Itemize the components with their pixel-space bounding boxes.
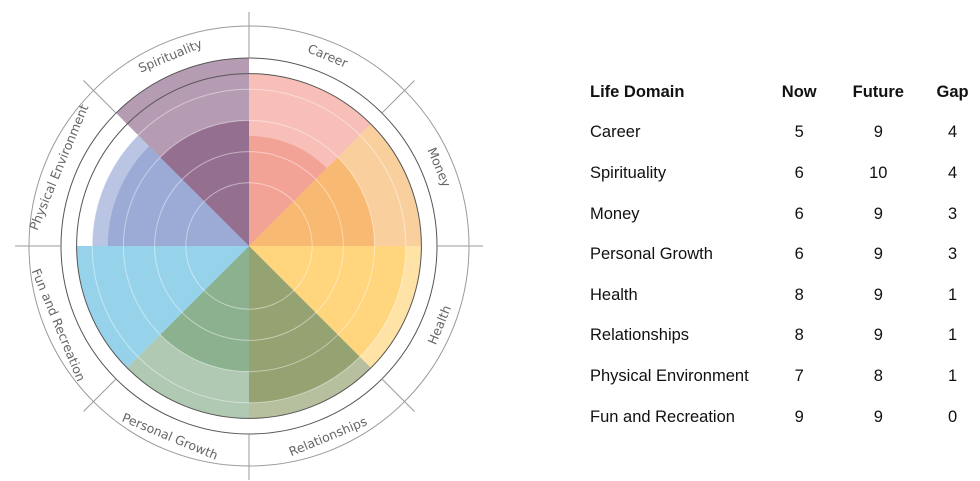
now-wedge-personal-growth [160, 246, 249, 372]
cell-future: 9 [873, 285, 883, 304]
cell-gap: 4 [947, 163, 958, 182]
segment-divider [83, 378, 117, 412]
cell-future: 9 [873, 204, 883, 223]
cell-now: 9 [794, 407, 804, 426]
life-domain-table: Life Domain Now Future Gap Career 5 9 4 … [584, 72, 980, 437]
segment-label-physical-environment: Physical Environment [26, 102, 91, 232]
cell-gap: 4 [947, 123, 958, 142]
segment-label-health: Health [425, 303, 455, 347]
header-future: Future [852, 82, 904, 101]
table-row: Fun and Recreation 9 9 0 [584, 397, 980, 438]
cell-domain: Spirituality [590, 163, 667, 182]
now-wedge-physical-environment [107, 146, 249, 246]
cell-domain: Personal Growth [590, 245, 713, 264]
reference-ring [76, 73, 422, 419]
cell-domain: Money [590, 204, 640, 223]
cell-gap: 1 [947, 326, 958, 345]
table-row: Money 6 9 3 [584, 194, 980, 235]
cell-now: 6 [794, 245, 804, 264]
table-row: Career 5 9 4 [584, 113, 980, 154]
gridline-ring [154, 151, 344, 341]
cell-gap: 1 [947, 366, 958, 385]
now-wedge-health [249, 246, 406, 357]
segment-divider [381, 80, 415, 114]
segment-label-fun-and-recreation: Fun and Recreation [29, 266, 89, 383]
cell-gap: 3 [947, 204, 958, 223]
gridline-ring [91, 88, 407, 404]
table-row: Relationships 8 9 1 [584, 316, 980, 357]
segment-label-personal-growth: Personal Growth [120, 410, 220, 463]
cell-domain: Physical Environment [590, 366, 749, 385]
cell-now: 7 [794, 366, 804, 385]
cell-future: 8 [873, 366, 883, 385]
now-wedge-spirituality [160, 120, 249, 246]
cell-now: 6 [794, 163, 804, 182]
table-row: Personal Growth 6 9 3 [584, 234, 980, 275]
cell-now: 5 [794, 123, 804, 142]
now-wedge-fun-and-recreation [76, 246, 249, 368]
table-header-row: Life Domain Now Future Gap [584, 72, 980, 113]
segment-label-money: Money [424, 145, 454, 190]
cell-domain: Relationships [590, 326, 690, 345]
now-wedge-relationships [249, 246, 360, 403]
now-wedge-money [249, 157, 375, 246]
cell-future: 9 [873, 407, 883, 426]
cell-future: 9 [873, 123, 883, 142]
table-row: Health 8 9 1 [584, 275, 980, 316]
cell-now: 6 [794, 204, 804, 223]
segment-divider [381, 378, 415, 412]
cell-gap: 0 [947, 407, 958, 426]
segment-label-relationships: Relationships [287, 413, 370, 459]
table-row: Spirituality 6 10 4 [584, 153, 980, 194]
gridline-ring [122, 119, 376, 373]
cell-future: 9 [873, 245, 883, 264]
cell-gap: 3 [947, 245, 958, 264]
cell-gap: 1 [947, 285, 958, 304]
cell-now: 8 [794, 285, 804, 304]
segment-divider [83, 80, 117, 114]
cell-future: 9 [873, 326, 883, 345]
table-row: Physical Environment 7 8 1 [584, 356, 980, 397]
header-life-domain: Life Domain [590, 82, 685, 101]
life-wheel-chart: Career Money Health Relationships Personal G… [15, 12, 483, 480]
cell-future: 10 [869, 163, 888, 182]
now-wedge-career [249, 136, 327, 246]
header-gap: Gap [936, 82, 969, 101]
gridline-ring [185, 182, 313, 310]
header-now: Now [781, 82, 817, 101]
cell-domain: Fun and Recreation [590, 407, 735, 426]
cell-domain: Career [590, 123, 641, 142]
segment-label-career: Career [306, 41, 351, 71]
cell-now: 8 [794, 326, 804, 345]
cell-domain: Health [590, 285, 638, 304]
